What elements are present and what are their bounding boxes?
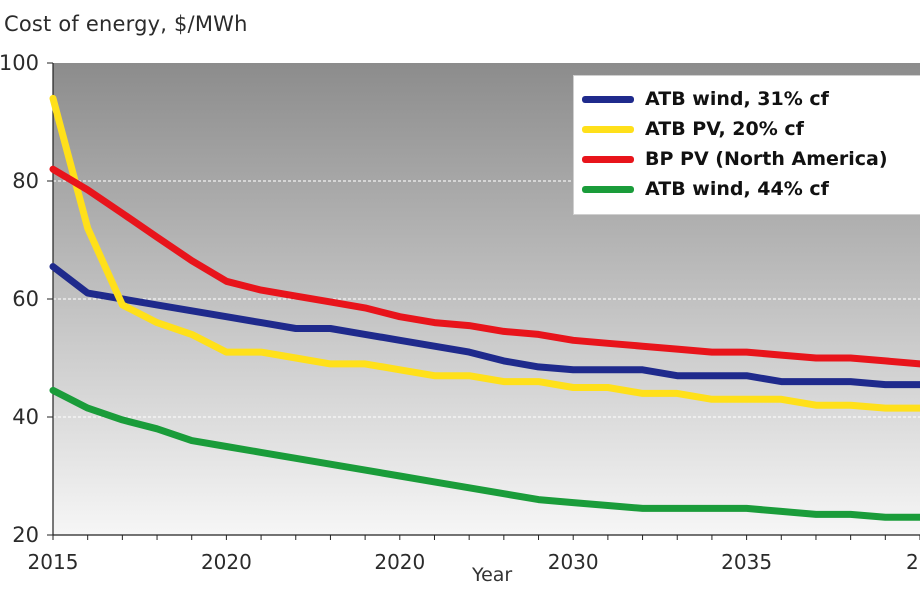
series-line-3 [49, 386, 920, 521]
series-line-0 [49, 263, 920, 389]
series-line-1 [49, 94, 920, 412]
legend-item-atb-pv-20: ATB PV, 20% cf [582, 114, 804, 144]
x-tick-label-3: 2030 [548, 550, 599, 574]
legend-label-bp-pv: BP PV (North America) [645, 148, 888, 170]
legend-item-atb-wind-44: ATB wind, 44% cf [582, 174, 829, 204]
legend-label-atb-wind-31: ATB wind, 31% cf [645, 88, 829, 110]
x-tick-label-4: 2035 [721, 550, 772, 574]
x-tick-label-2: 2020 [374, 550, 425, 574]
legend-item-atb-wind-31: ATB wind, 31% cf [582, 84, 829, 114]
y-tick-label-80: 80 [12, 169, 39, 193]
series-line-2 [49, 165, 920, 368]
x-tick-label-1: 2020 [201, 550, 252, 574]
legend: ATB wind, 31% cf ATB PV, 20% cf BP PV (N… [573, 75, 920, 215]
x-axis-label: Year [472, 564, 513, 586]
y-tick-label-20: 20 [12, 523, 39, 547]
x-tick-label-5: 20 [906, 550, 920, 574]
legend-swatch-atb-pv-20 [582, 125, 634, 133]
y-tick-label-60: 60 [12, 287, 39, 311]
y-tick-label-100: 100 [0, 51, 39, 75]
legend-item-bp-pv: BP PV (North America) [582, 144, 888, 174]
legend-label-atb-wind-44: ATB wind, 44% cf [645, 178, 829, 200]
y-tick-label-40: 40 [12, 405, 39, 429]
legend-swatch-bp-pv [582, 155, 634, 163]
legend-swatch-atb-wind-31 [582, 95, 634, 103]
x-tick-label-0: 2015 [28, 550, 79, 574]
y-axis-label: Cost of energy, $/MWh [4, 12, 248, 36]
legend-label-atb-pv-20: ATB PV, 20% cf [645, 118, 804, 140]
legend-swatch-atb-wind-44 [582, 185, 634, 193]
